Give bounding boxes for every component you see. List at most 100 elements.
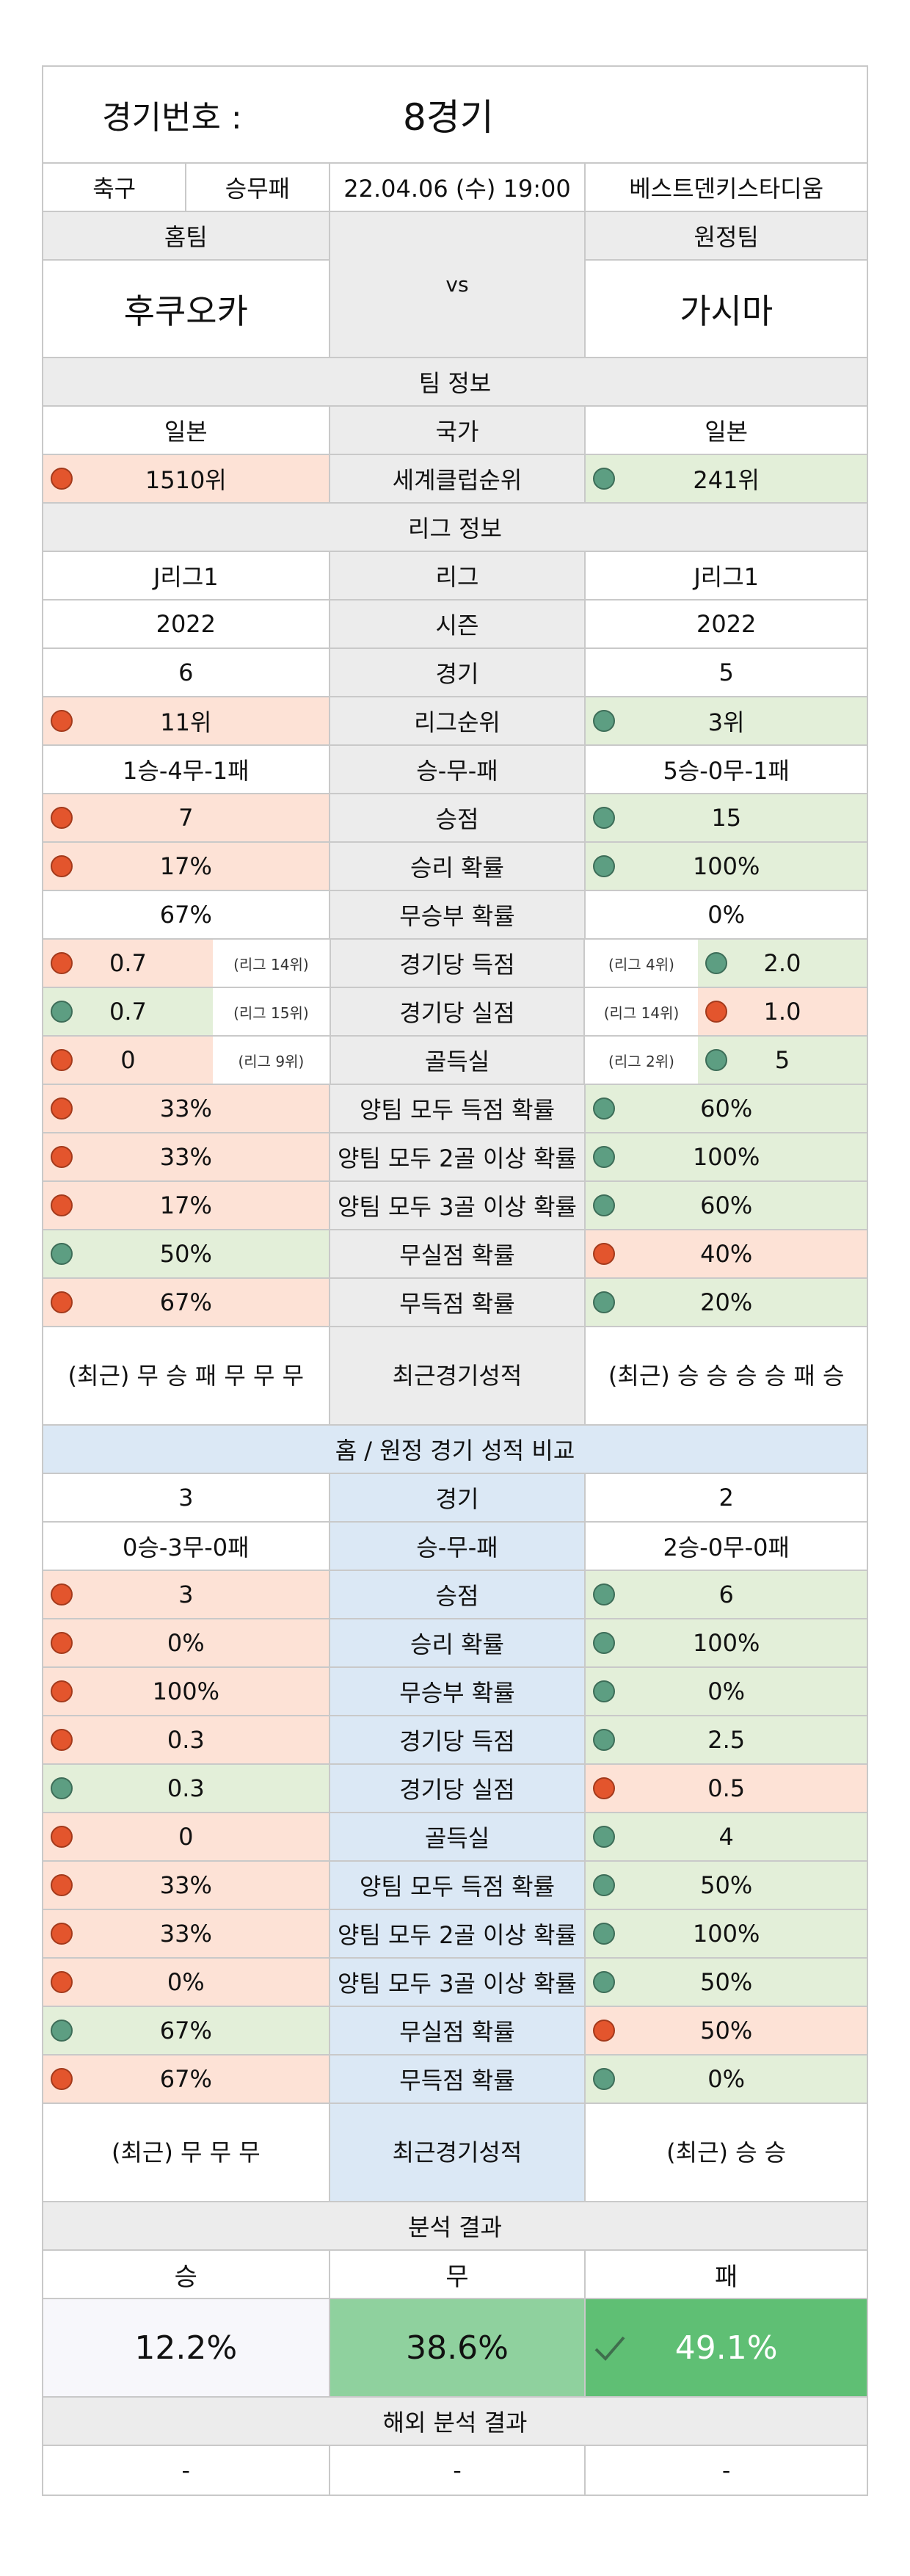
home-value: 33% bbox=[43, 1085, 330, 1132]
row-label: 경기당 득점 bbox=[330, 1716, 586, 1763]
away-value: 50% bbox=[586, 1862, 867, 1909]
row-label: 양팀 모두 2골 이상 확률 bbox=[330, 1133, 586, 1180]
row-label: 경기 bbox=[330, 649, 586, 696]
worse-indicator-icon bbox=[51, 1097, 73, 1120]
win-probability: 12.2% bbox=[43, 2299, 330, 2396]
row-label: 양팀 모두 득점 확률 bbox=[330, 1085, 586, 1132]
away-value: 5승-0무-1패 bbox=[663, 757, 790, 785]
home-value: 50% bbox=[43, 1230, 330, 1277]
better-indicator-icon bbox=[705, 1049, 727, 1071]
stat-row: 33% 양팀 모두 2골 이상 확률 100% bbox=[43, 1910, 867, 1959]
home-value: 0% bbox=[43, 1959, 330, 2006]
home-value: 일본 bbox=[43, 407, 330, 454]
row-label: 최근경기성적 bbox=[330, 2104, 586, 2201]
stat-row: 0 골득실 4 bbox=[43, 1813, 867, 1862]
worse-indicator-icon bbox=[593, 1243, 616, 1265]
stat-row: 0 (리그 9위) 골득실 (리그 2위) 5 bbox=[43, 1037, 867, 1085]
away-value: 100% bbox=[586, 1133, 867, 1180]
away-value: 0% bbox=[707, 901, 746, 929]
better-indicator-icon bbox=[593, 1097, 616, 1120]
teams-block: 홈팀 후쿠오카 vs 원정팀 가시마 bbox=[43, 212, 867, 358]
worse-indicator-icon bbox=[51, 1146, 73, 1168]
row-label: 경기당 실점 bbox=[330, 1765, 586, 1812]
home-value: 33% bbox=[43, 1133, 330, 1180]
team-info-row: 1510위 세계클럽순위 241위 bbox=[43, 455, 867, 504]
league-rank-note: (리그 14위) bbox=[585, 988, 698, 1035]
better-indicator-icon bbox=[593, 855, 616, 877]
away-value: 일본 bbox=[705, 418, 749, 446]
better-indicator-icon bbox=[593, 1826, 616, 1848]
overseas-loss: - bbox=[721, 2456, 731, 2484]
league-info-section: 리그 정보 bbox=[43, 504, 867, 552]
stat-row: 0승-3무-0패 승-무-패 2승-0무-0패 bbox=[43, 1523, 867, 1571]
home-value: 0 (리그 9위) bbox=[43, 1037, 331, 1084]
away-value: 0.5 bbox=[586, 1765, 867, 1812]
worse-indicator-icon bbox=[51, 1583, 73, 1606]
away-value: (최근) 승 승 bbox=[666, 2138, 787, 2166]
check-icon bbox=[594, 2336, 625, 2361]
row-label: 승리 확률 bbox=[330, 843, 586, 890]
section-title: 리그 정보 bbox=[408, 515, 502, 543]
stat-row: 6 경기 5 bbox=[43, 649, 867, 697]
stat-row: 67% 무실점 확률 50% bbox=[43, 2007, 867, 2056]
stat-row: 17% 승리 확률 100% bbox=[43, 843, 867, 891]
home-value: 17% bbox=[43, 1182, 330, 1229]
overseas-draw: - bbox=[330, 2446, 586, 2495]
better-indicator-icon bbox=[593, 1194, 616, 1216]
away-value: 100% bbox=[586, 1910, 867, 1957]
away-value: 4 bbox=[586, 1813, 867, 1860]
stat-row: 0.3 경기당 실점 0.5 bbox=[43, 1765, 867, 1813]
home-value: 0 bbox=[43, 1813, 330, 1860]
worse-indicator-icon bbox=[51, 1291, 73, 1313]
row-label: 골득실 bbox=[331, 1037, 585, 1084]
away-value: 6 bbox=[586, 1571, 867, 1618]
away-value: 2 bbox=[718, 1484, 734, 1512]
better-indicator-icon bbox=[593, 2068, 616, 2090]
away-team-label: 원정팀 bbox=[586, 212, 867, 261]
home-value: 0.7 (리그 15위) bbox=[43, 988, 331, 1035]
team-info-row: 일본 국가 일본 bbox=[43, 407, 867, 455]
home-value: 67% bbox=[43, 2056, 330, 2102]
better-indicator-icon bbox=[51, 1001, 73, 1023]
row-label: 양팀 모두 3골 이상 확률 bbox=[330, 1182, 586, 1229]
worse-indicator-icon bbox=[51, 710, 73, 732]
away-value: 2022 bbox=[696, 610, 757, 638]
better-indicator-icon bbox=[593, 1971, 616, 1993]
home-value: 0.7 (리그 14위) bbox=[43, 940, 331, 987]
match-meta-row: 축구 승무패 22.04.06 (수) 19:00 베스트덴키스타디움 bbox=[43, 164, 867, 212]
overseas-win: - bbox=[43, 2446, 330, 2495]
better-indicator-icon bbox=[593, 1291, 616, 1313]
bet-type: 승무패 bbox=[186, 164, 330, 211]
match-header: 경기번호 : 8경기 bbox=[43, 67, 867, 164]
away-value: 2.5 bbox=[586, 1716, 867, 1763]
row-label: 승점 bbox=[330, 794, 586, 841]
row-label: 무실점 확률 bbox=[330, 2007, 586, 2054]
stat-row: 11위 리그순위 3위 bbox=[43, 697, 867, 746]
stat-row: 0.7 (리그 15위) 경기당 실점 (리그 14위) 1.0 bbox=[43, 988, 867, 1037]
home-value: 3 bbox=[43, 1571, 330, 1618]
row-label: 국가 bbox=[330, 407, 586, 454]
away-value: 241위 bbox=[586, 455, 867, 502]
home-value: 11위 bbox=[43, 697, 330, 744]
better-indicator-icon bbox=[593, 468, 616, 490]
match-number: 8경기 bbox=[403, 96, 494, 139]
worse-indicator-icon bbox=[51, 1632, 73, 1654]
row-label: 무승부 확률 bbox=[330, 1668, 586, 1715]
row-label: 양팀 모두 3골 이상 확률 bbox=[330, 1959, 586, 2006]
home-value: 67% bbox=[43, 891, 330, 938]
stat-row: 1승-4무-1패 승-무-패 5승-0무-1패 bbox=[43, 746, 867, 794]
stat-row: 7 승점 15 bbox=[43, 794, 867, 843]
match-number-label: 경기번호 : bbox=[102, 99, 242, 137]
match-datetime: 22.04.06 (수) 19:00 bbox=[330, 164, 586, 211]
stat-row: 67% 무득점 확률 20% bbox=[43, 1279, 867, 1327]
worse-indicator-icon bbox=[51, 1971, 73, 1993]
worse-indicator-icon bbox=[593, 2020, 616, 2042]
away-value: 2승-0무-0패 bbox=[663, 1534, 790, 1561]
home-value: 33% bbox=[43, 1862, 330, 1909]
stat-row: 2022 시즌 2022 bbox=[43, 601, 867, 649]
section-title: 해외 분석 결과 bbox=[382, 2409, 528, 2437]
sport: 축구 bbox=[43, 164, 187, 211]
away-value: 5 bbox=[718, 658, 734, 686]
better-indicator-icon bbox=[593, 1632, 616, 1654]
away-value: 60% bbox=[586, 1085, 867, 1132]
